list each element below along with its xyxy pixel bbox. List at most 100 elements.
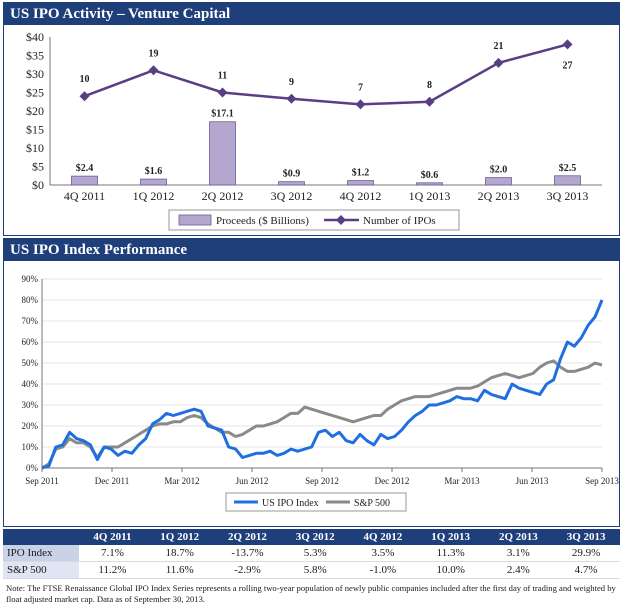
ipo-index-title: US IPO Index Performance bbox=[4, 239, 619, 261]
table-cell: 3.1% bbox=[484, 545, 553, 562]
x-tick-label: Sep 2013 bbox=[585, 476, 619, 486]
legend-swatch-proceeds bbox=[178, 214, 212, 226]
ipo-count-label: 21 bbox=[494, 41, 504, 52]
ipo-count-marker bbox=[424, 96, 435, 107]
x-tick-label: Jun 2012 bbox=[236, 476, 269, 486]
table-cell: -2.9% bbox=[213, 561, 282, 579]
legend bbox=[225, 492, 407, 512]
x-tick-label: 3Q 2012 bbox=[271, 189, 313, 203]
bar-data-label: $1.6 bbox=[145, 166, 163, 177]
y-tick-label: 40% bbox=[22, 379, 39, 389]
y-tick-label: $0 bbox=[32, 178, 44, 192]
legend bbox=[168, 209, 460, 231]
ipo-count-marker bbox=[493, 57, 504, 68]
legend-label-ipos: Number of IPOs bbox=[363, 215, 436, 227]
x-tick-label: 1Q 2013 bbox=[409, 189, 451, 203]
table-header-cell: 3Q 2012 bbox=[281, 529, 350, 545]
y-tick-label: $40 bbox=[26, 30, 44, 44]
table-cell: 7.1% bbox=[79, 545, 146, 562]
bar-data-label: $0.6 bbox=[421, 170, 439, 181]
bar-data-label: $1.2 bbox=[352, 168, 370, 179]
proceeds-bar bbox=[485, 177, 512, 186]
y-tick-label: $15 bbox=[26, 123, 44, 137]
proceeds-bar bbox=[554, 175, 581, 186]
y-tick-label: 90% bbox=[22, 274, 39, 284]
x-tick-label: Sep 2012 bbox=[305, 476, 339, 486]
table-header-cell: 1Q 2012 bbox=[145, 529, 214, 545]
ipo-count-label: 27 bbox=[563, 60, 573, 71]
table-header-cell: 4Q 2012 bbox=[349, 529, 417, 545]
table-cell: 4.7% bbox=[552, 561, 620, 579]
table-row-label: S&P 500 bbox=[3, 561, 79, 579]
table-cell: 2.4% bbox=[484, 561, 553, 579]
y-tick-label: $5 bbox=[32, 160, 44, 174]
y-tick-label: $35 bbox=[26, 49, 44, 63]
table-cell: 18.7% bbox=[145, 545, 214, 562]
bar-data-label: $2.0 bbox=[490, 165, 508, 176]
proceeds-bar bbox=[278, 181, 305, 186]
y-tick-label: 10% bbox=[22, 442, 39, 452]
proceeds-bar bbox=[140, 178, 167, 186]
table-cell: -13.7% bbox=[213, 545, 282, 562]
x-tick-label: 4Q 2012 bbox=[340, 189, 382, 203]
table-header-cell: 4Q 2011 bbox=[79, 529, 146, 545]
y-tick-label: $25 bbox=[26, 86, 44, 100]
ipo-activity-chart: $0 $5 $10 $15 $20 $25 $30 $35 $40 $2.4 4Q 2011 $1.6… bbox=[26, 30, 602, 231]
ipo-activity-title: US IPO Activity – Venture Capital bbox=[4, 3, 619, 25]
ipo-count-marker bbox=[217, 87, 228, 98]
x-tick-label: 3Q 2013 bbox=[547, 189, 589, 203]
ipo-count-label: 9 bbox=[289, 77, 294, 88]
ipo-count-label: 8 bbox=[427, 80, 432, 91]
legend-label-sp500: S&P 500 bbox=[354, 498, 390, 509]
x-tick-label: Mar 2012 bbox=[164, 476, 199, 486]
y-tick-label: 70% bbox=[22, 316, 39, 326]
table-row: S&P 500 11.2% 11.6% -2.9% 5.8% -1.0% 10.0% 2.4%… bbox=[3, 561, 620, 579]
ipo-count-marker bbox=[79, 91, 90, 102]
table-header-row: 4Q 2011 1Q 2012 2Q 2012 3Q 2012 4Q 2012 1Q 20… bbox=[3, 529, 620, 545]
sp500-line bbox=[41, 359, 603, 470]
ipo-count-label: 19 bbox=[149, 48, 159, 59]
table-header-cell: 2Q 2012 bbox=[213, 529, 282, 545]
proceeds-bar bbox=[347, 180, 374, 186]
legend-label-proceeds: Proceeds ($ Billions) bbox=[216, 215, 309, 227]
ipo-count-label: 11 bbox=[218, 71, 227, 82]
bar-data-label: $2.4 bbox=[76, 163, 94, 174]
y-tick-label: 20% bbox=[22, 421, 39, 431]
x-tick-label: Dec 2012 bbox=[375, 476, 410, 486]
y-tick-label: $20 bbox=[26, 104, 44, 118]
proceeds-bar bbox=[71, 175, 98, 186]
x-tick-label: 1Q 2012 bbox=[133, 189, 175, 203]
performance-table: 4Q 2011 1Q 2012 2Q 2012 3Q 2012 4Q 2012 1Q 20… bbox=[3, 529, 620, 579]
table-header-cell: 2Q 2013 bbox=[484, 529, 553, 545]
table-header-cell: 3Q 2013 bbox=[552, 529, 620, 545]
table-row: IPO Index 7.1% 18.7% -13.7% 5.3% 3.5% 11.3% 3.1… bbox=[3, 545, 620, 562]
legend-label-ipo-index: US IPO Index bbox=[262, 498, 319, 509]
ipo-index-chart: 0% 10% 20% 30% 40% 50% 60% 70% 80% 90% Sep 2011 Dec… bbox=[22, 274, 619, 512]
y-tick-label: $30 bbox=[26, 67, 44, 81]
ipo-count-label: 10 bbox=[80, 74, 90, 85]
ipo-index-line bbox=[41, 299, 604, 470]
ipo-count-marker bbox=[355, 99, 366, 110]
x-tick-label: 2Q 2012 bbox=[202, 189, 244, 203]
x-tick-label: Jun 2013 bbox=[516, 476, 549, 486]
y-tick-label: 0% bbox=[26, 463, 39, 473]
table-cell: 5.3% bbox=[281, 545, 350, 562]
proceeds-bar bbox=[416, 182, 443, 186]
x-tick-label: Dec 2011 bbox=[95, 476, 129, 486]
x-tick-label: 2Q 2013 bbox=[478, 189, 520, 203]
table-cell: 5.8% bbox=[281, 561, 350, 579]
y-tick-label: 50% bbox=[22, 358, 39, 368]
x-tick-label: 4Q 2011 bbox=[64, 189, 105, 203]
y-tick-label: 60% bbox=[22, 337, 39, 347]
table-cell: 11.2% bbox=[79, 561, 146, 579]
ipo-count-line bbox=[84, 43, 568, 106]
bar-data-label: $0.9 bbox=[283, 169, 301, 180]
legend-marker-ipos bbox=[336, 215, 346, 225]
table-header-cell bbox=[3, 529, 79, 545]
ipo-count-marker bbox=[286, 93, 297, 104]
table-cell: 3.5% bbox=[349, 545, 417, 562]
footnote: Note: The FTSE Renaissance Global IPO In… bbox=[6, 583, 616, 604]
table-cell: 10.0% bbox=[416, 561, 485, 579]
bar-data-label: $17.1 bbox=[211, 109, 234, 120]
ipo-count-label: 7 bbox=[358, 82, 363, 93]
